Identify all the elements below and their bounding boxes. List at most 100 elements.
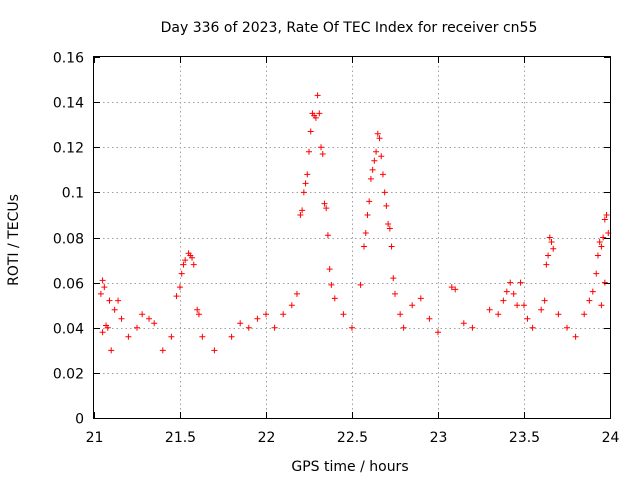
y-axis-label: ROTI / TECUs bbox=[6, 194, 22, 286]
data-point bbox=[146, 315, 153, 322]
data-point bbox=[426, 315, 433, 322]
data-point bbox=[299, 207, 306, 214]
data-point bbox=[288, 302, 295, 309]
data-point bbox=[598, 243, 605, 250]
y-tick-label: 0.16 bbox=[53, 51, 84, 67]
data-point bbox=[118, 315, 125, 322]
data-point bbox=[99, 329, 106, 336]
data-point bbox=[469, 324, 476, 331]
data-point bbox=[151, 320, 158, 327]
data-point bbox=[500, 297, 507, 304]
data-point bbox=[486, 306, 493, 313]
data-point bbox=[159, 347, 166, 354]
data-point bbox=[400, 324, 407, 331]
data-point bbox=[586, 297, 593, 304]
x-axis-ticks: 21 21.5 22 22.5 23 23.5 24 bbox=[86, 57, 620, 446]
x-tick-label: 21.5 bbox=[165, 430, 196, 446]
data-point bbox=[593, 270, 600, 277]
data-point bbox=[581, 311, 588, 318]
data-point bbox=[390, 275, 397, 282]
x-tick-label: 22.5 bbox=[337, 430, 368, 446]
data-point bbox=[104, 324, 111, 331]
data-point bbox=[106, 297, 113, 304]
data-point bbox=[545, 252, 552, 259]
data-point bbox=[297, 211, 304, 218]
data-point bbox=[367, 175, 374, 182]
data-point bbox=[385, 220, 392, 227]
data-point bbox=[417, 295, 424, 302]
y-tick-label: 0.1 bbox=[62, 186, 84, 202]
data-point bbox=[362, 229, 369, 236]
data-point bbox=[180, 261, 187, 268]
data-point bbox=[97, 290, 104, 297]
data-point bbox=[271, 324, 278, 331]
data-point bbox=[173, 293, 180, 300]
data-point bbox=[111, 306, 118, 313]
data-point bbox=[326, 266, 333, 273]
data-point bbox=[340, 311, 347, 318]
data-point bbox=[168, 333, 175, 340]
data-point bbox=[460, 320, 467, 327]
data-point bbox=[195, 311, 202, 318]
data-point bbox=[357, 281, 364, 288]
data-point bbox=[600, 234, 607, 241]
data-point bbox=[321, 200, 328, 207]
y-tick-label: 0.02 bbox=[53, 367, 84, 383]
data-point bbox=[280, 311, 287, 318]
data-point bbox=[538, 306, 545, 313]
data-point bbox=[237, 320, 244, 327]
data-point bbox=[254, 315, 261, 322]
data-point bbox=[306, 148, 312, 155]
data-point bbox=[108, 347, 115, 354]
data-point bbox=[314, 92, 321, 99]
x-tick-label: 23.5 bbox=[509, 430, 540, 446]
data-point bbox=[300, 189, 307, 196]
chart-title: Day 336 of 2023, Rate Of TEC Index for r… bbox=[161, 20, 538, 36]
data-point bbox=[379, 171, 386, 178]
data-point bbox=[388, 243, 395, 250]
data-point bbox=[211, 347, 218, 354]
data-point bbox=[302, 180, 309, 187]
data-point bbox=[376, 135, 383, 142]
y-tick-label: 0.06 bbox=[53, 277, 84, 293]
data-point bbox=[304, 171, 311, 178]
data-point bbox=[550, 245, 557, 252]
data-point bbox=[125, 333, 132, 340]
data-point bbox=[323, 205, 330, 212]
data-point bbox=[178, 270, 185, 277]
data-point bbox=[378, 153, 385, 160]
data-point bbox=[374, 130, 381, 137]
data-point bbox=[331, 295, 338, 302]
data-point bbox=[409, 302, 416, 309]
data-point bbox=[383, 202, 390, 209]
data-point bbox=[510, 290, 517, 297]
data-point bbox=[598, 302, 605, 309]
data-point bbox=[521, 302, 527, 309]
data-point bbox=[589, 288, 596, 295]
x-tick-label: 22 bbox=[258, 430, 276, 446]
data-point bbox=[134, 324, 140, 331]
data-point bbox=[361, 243, 368, 250]
data-point bbox=[601, 216, 608, 223]
data-point bbox=[435, 329, 441, 336]
x-tick-label: 24 bbox=[602, 430, 620, 446]
plot-frame bbox=[93, 56, 611, 419]
data-points bbox=[97, 92, 612, 354]
data-point bbox=[603, 211, 610, 218]
data-point bbox=[541, 297, 548, 304]
data-point bbox=[99, 277, 106, 284]
x-axis-label: GPS time / hours bbox=[291, 459, 408, 475]
x-tick-label: 23 bbox=[430, 430, 448, 446]
data-point bbox=[189, 254, 196, 261]
data-point bbox=[364, 211, 371, 218]
data-point bbox=[503, 288, 510, 295]
y-axis-ticks: 0 0.02 0.04 0.06 0.08 0.1 0.12 0.14 0.16 bbox=[53, 51, 610, 428]
x-tick-label: 21 bbox=[86, 430, 104, 446]
data-point bbox=[190, 261, 197, 268]
data-point bbox=[366, 198, 373, 205]
data-point bbox=[139, 311, 146, 318]
data-point bbox=[115, 297, 122, 304]
y-tick-label: 0.04 bbox=[53, 322, 84, 338]
data-point bbox=[293, 290, 300, 297]
